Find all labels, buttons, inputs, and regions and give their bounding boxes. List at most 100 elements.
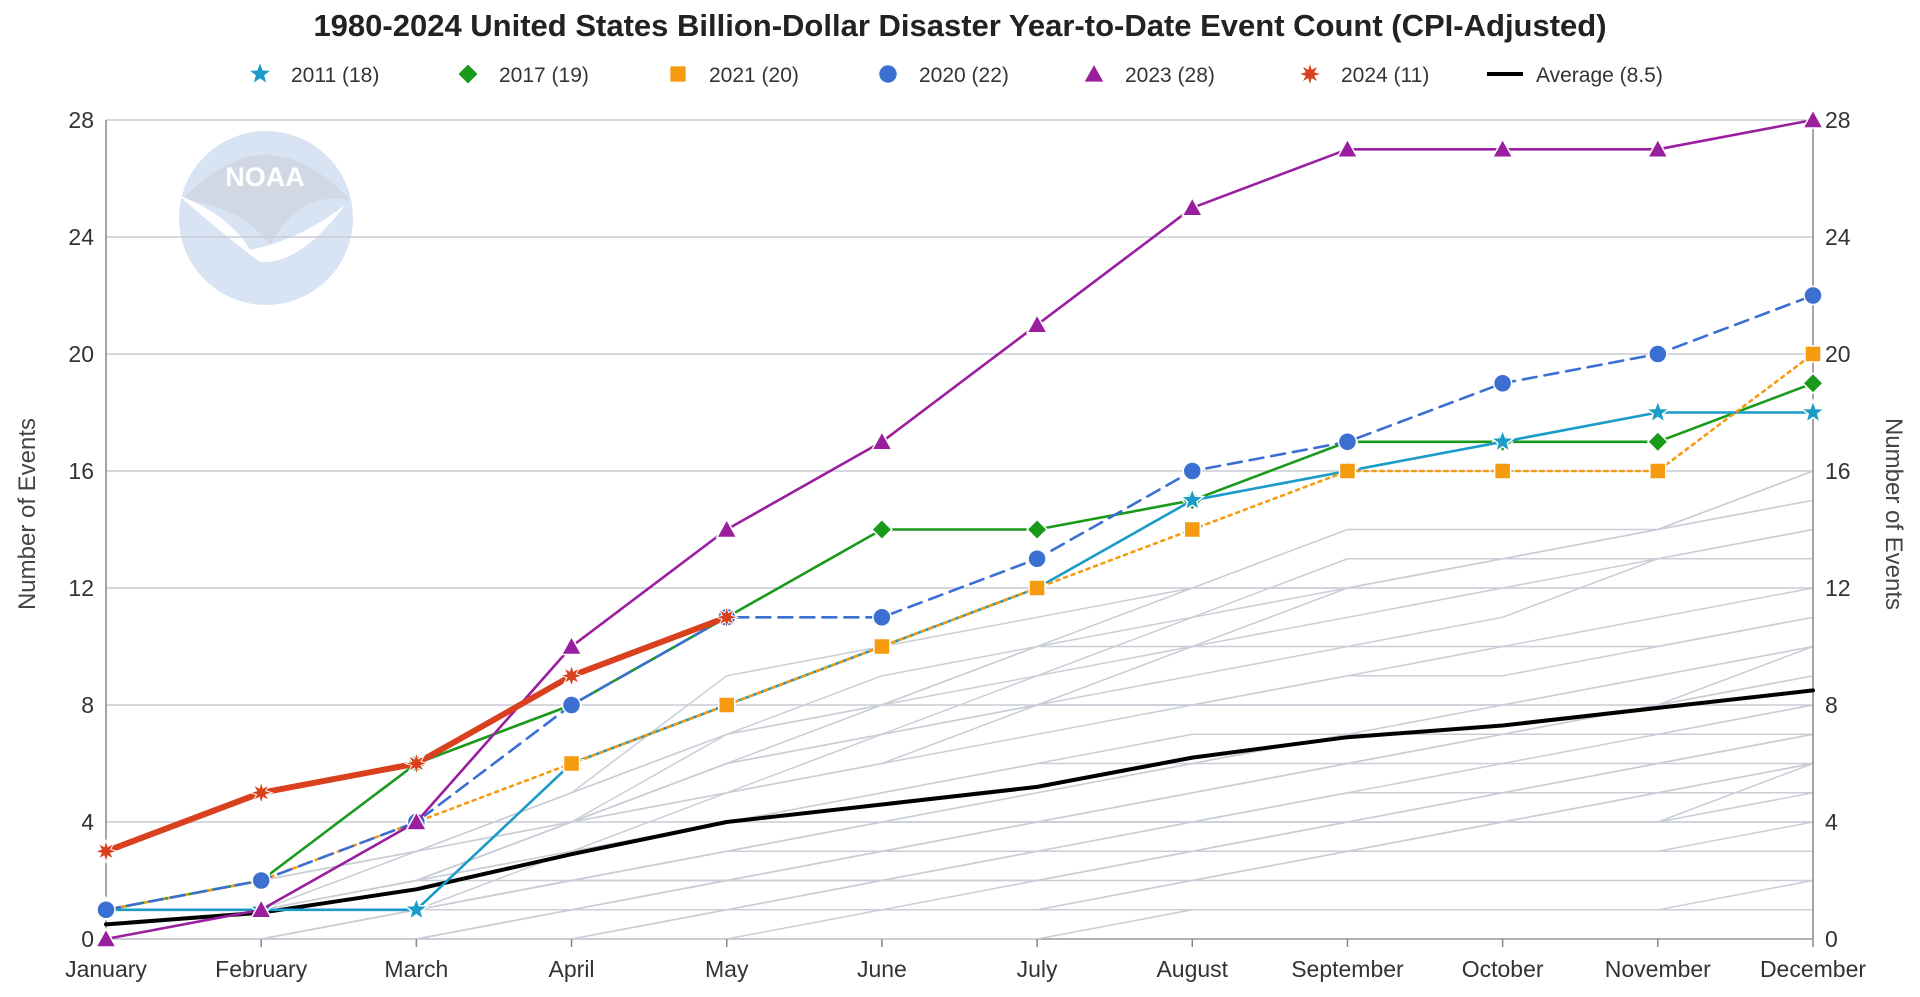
x-tick-label-august: August: [1156, 956, 1228, 982]
background-year-line: [106, 645, 1814, 940]
x-tick-label-december: December: [1760, 956, 1866, 982]
data-point-2023: [1491, 137, 1514, 158]
y-tick-label-left: 4: [81, 809, 94, 835]
y-tick-label-left: 20: [68, 341, 94, 367]
legend-symbol: [1296, 60, 1324, 88]
data-point-2021: [1804, 345, 1822, 363]
chart-title: 1980-2024 United States Billion-Dollar D…: [313, 8, 1606, 43]
y-axis-title-left: Number of Events: [14, 418, 41, 610]
x-tick-label-june: June: [857, 956, 907, 982]
data-point-2024: [403, 750, 430, 777]
series-line-2023: [104, 118, 1815, 941]
legend-symbol: [1082, 61, 1106, 84]
axis-layer: January February March April May June July Augu…: [65, 120, 1866, 982]
series-2024: [93, 604, 740, 865]
data-point-2023: [1025, 313, 1049, 334]
data-point-2020: [1182, 461, 1203, 481]
legend-item-average: Average (8.5): [1487, 64, 1663, 87]
y-tick-label-right: 28: [1825, 107, 1851, 133]
x-tick-label-march: March: [384, 956, 448, 982]
series-line-2020: [104, 294, 1815, 912]
data-point-2024: [248, 780, 274, 806]
legend-label: 2023 (28): [1125, 64, 1215, 87]
data-point-2024: [93, 838, 119, 865]
data-point-2023: [249, 898, 273, 919]
legend-item-2023: 2023 (28): [1082, 61, 1215, 87]
legend-label: 2021 (20): [709, 64, 799, 87]
noaa-logo-watermark: NOAA: [178, 131, 353, 305]
legend-label: 2020 (22): [919, 64, 1009, 87]
series-layer: [92, 108, 1827, 948]
series-average: [104, 688, 1815, 927]
data-point-2017: [1801, 372, 1825, 395]
data-point-2011: [1489, 427, 1517, 454]
legend-item-2021: 2021 (20): [668, 64, 799, 87]
data-point-2011: [1644, 398, 1672, 424]
legend-item-2020: 2020 (22): [877, 63, 1009, 87]
y-tick-label-left: 0: [81, 926, 94, 952]
legend-item-2011: 2011 (18): [245, 59, 379, 87]
y-tick-label-right: 24: [1825, 224, 1851, 250]
data-point-2023: [1801, 108, 1825, 129]
x-tick-label-september: September: [1291, 956, 1404, 982]
legend-item-2017: 2017 (19): [456, 62, 589, 87]
series-2023: [94, 108, 1825, 948]
data-point-2017: [1646, 430, 1669, 453]
data-point-2021: [717, 696, 736, 714]
data-point-2024: [713, 604, 740, 631]
data-point-2011: [402, 895, 430, 922]
data-point-2023: [715, 517, 739, 539]
legend-symbol: [668, 64, 688, 84]
data-point-2023: [870, 430, 894, 451]
x-tick-label-july: July: [1017, 956, 1058, 982]
x-tick-label-october: October: [1462, 956, 1544, 982]
data-point-2021: [1649, 462, 1667, 480]
data-point-2020: [1337, 432, 1358, 452]
y-tick-label-right: 0: [1825, 926, 1838, 952]
data-point-2024: [558, 663, 585, 689]
data-point-2023: [94, 927, 118, 948]
data-point-2023: [560, 634, 583, 656]
legend: 2011 (18) 2017 (19) 2021 (20) 2020 (22) 2023…: [245, 59, 1663, 88]
series-2020: [96, 285, 1823, 920]
y-tick-label-left: 12: [68, 575, 94, 601]
y-tick-label-left: 24: [68, 224, 94, 250]
legend-label: 2011 (18): [291, 64, 379, 87]
data-point-2023: [1646, 137, 1670, 158]
data-point-2023: [1180, 196, 1204, 217]
y-tick-label-right: 12: [1825, 575, 1851, 601]
y-tick-label-right: 8: [1825, 692, 1838, 718]
y-tick-label-left: 8: [81, 692, 94, 718]
y-tick-label-left: 16: [68, 458, 94, 484]
data-point-2011: [1178, 486, 1206, 512]
y-tick-label-right: 20: [1825, 341, 1851, 367]
background-year-line: [106, 879, 1814, 940]
y-tick-label-right: 16: [1825, 458, 1851, 484]
noaa-logo-text: NOAA: [225, 162, 305, 192]
legend-label: 2024 (11): [1341, 64, 1429, 87]
data-point-2023: [1336, 137, 1359, 158]
x-tick-label-november: November: [1605, 956, 1711, 982]
data-point-2021: [1338, 462, 1357, 480]
data-point-2017: [870, 518, 893, 541]
series-line-average: [104, 688, 1815, 927]
legend-item-2024: 2024 (11): [1296, 60, 1429, 88]
x-tick-label-may: May: [705, 956, 749, 982]
y-axis-title-right: Number of Events: [1880, 418, 1907, 610]
data-point-2020: [1492, 373, 1513, 393]
data-point-2020: [872, 607, 892, 627]
data-point-2020: [251, 870, 271, 891]
x-tick-label-january: January: [65, 956, 147, 982]
data-point-2021: [1183, 520, 1202, 539]
x-tick-label-april: April: [549, 956, 595, 982]
legend-symbol: [456, 62, 480, 86]
data-point-2017: [1026, 518, 1049, 541]
data-point-2021: [1028, 579, 1046, 597]
data-point-2023: [405, 810, 428, 831]
data-point-2020: [1803, 285, 1823, 306]
data-point-2021: [562, 754, 581, 773]
legend-label: 2017 (19): [499, 64, 589, 87]
data-point-2020: [96, 900, 116, 920]
